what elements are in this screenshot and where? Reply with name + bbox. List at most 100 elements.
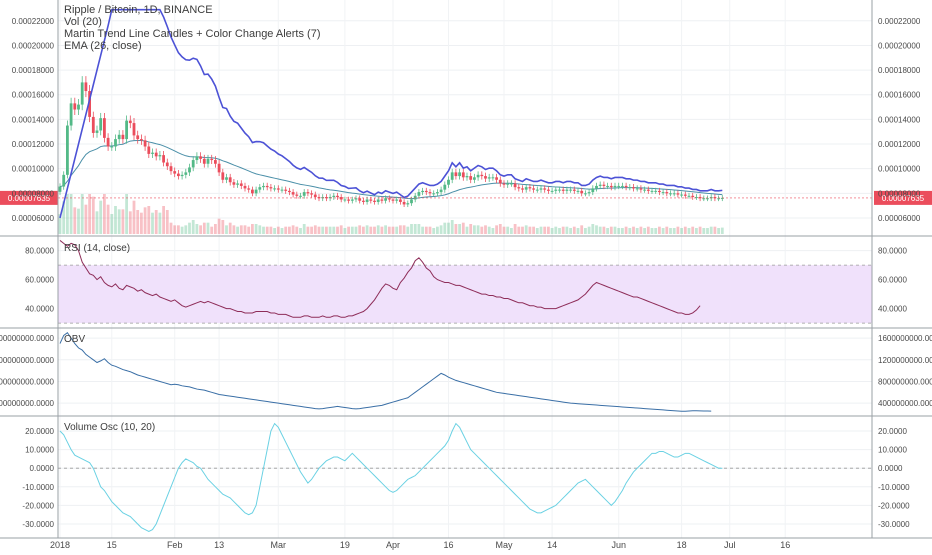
volume-bar: [291, 225, 295, 234]
volume-bar: [84, 204, 88, 234]
volume-bar: [443, 222, 447, 234]
candle: [584, 193, 587, 195]
volume-bar: [387, 226, 391, 234]
volume-bar: [561, 226, 565, 234]
volume-bar: [313, 225, 317, 234]
y-tick-right-price: 0.00014000: [878, 115, 921, 124]
y-tick-left-price: 0.00012000: [12, 140, 55, 149]
volume-bar: [62, 201, 66, 234]
candle: [661, 192, 665, 194]
volume-bar: [191, 220, 195, 234]
y-tick-right-obv: 800000000.0000: [878, 377, 932, 386]
volume-bar: [695, 228, 698, 234]
panel-label-obv: OBV: [64, 334, 85, 345]
candle: [343, 199, 347, 201]
x-tick-label: May: [495, 540, 513, 550]
candle: [228, 177, 232, 183]
volume-bar: [613, 226, 617, 234]
y-tick-right-volosc: -20.0000: [878, 501, 910, 510]
y-tick-right-obv: 1200000000.0000: [878, 356, 932, 365]
candle: [143, 140, 147, 147]
candle: [695, 197, 698, 199]
volume-bar: [591, 224, 595, 234]
candle: [558, 189, 561, 191]
volume-bar: [247, 226, 251, 234]
volume-bar: [125, 194, 128, 234]
volume-bar: [99, 200, 103, 234]
volume-bar: [547, 226, 550, 234]
indicator-label-vol: Vol (20): [64, 16, 102, 28]
volume-bar: [132, 200, 136, 234]
volume-bar: [206, 222, 210, 234]
volume-bar: [128, 211, 132, 234]
volume-bar: [236, 226, 239, 234]
volume-bar: [402, 225, 406, 234]
price-tag-left: [0, 190, 58, 205]
y-tick-right-volosc: 20.0000: [878, 427, 907, 436]
candle: [291, 192, 295, 195]
candle: [262, 185, 265, 188]
volume-bar: [239, 225, 243, 234]
volume-bar: [535, 228, 539, 234]
candle: [702, 198, 706, 200]
volume-bar: [706, 228, 709, 234]
candle: [236, 183, 239, 185]
volume-bar: [288, 226, 291, 234]
candle: [606, 185, 609, 187]
volume-bar: [506, 226, 510, 234]
candle: [561, 189, 565, 191]
candle: [646, 189, 650, 191]
candle: [58, 186, 62, 192]
volume-bar: [365, 225, 369, 234]
volume-bar: [428, 226, 432, 234]
x-tick-label: 19: [340, 540, 350, 550]
volume-bar: [58, 214, 62, 234]
candle: [165, 162, 169, 167]
candle: [136, 135, 140, 140]
candle: [454, 172, 458, 177]
volume-bar: [103, 194, 106, 234]
volume-bar: [350, 226, 354, 234]
volume-bar: [77, 208, 80, 234]
candle: [487, 177, 491, 179]
candle: [484, 176, 487, 179]
y-tick-left-volosc: 0.0000: [30, 464, 55, 473]
y-tick-right-price: 0.00012000: [878, 140, 921, 149]
candle: [225, 177, 228, 180]
volume-bar: [221, 220, 225, 234]
candle: [276, 188, 280, 190]
candle: [613, 185, 617, 188]
volume-bar: [88, 194, 91, 234]
candle: [365, 199, 369, 202]
rsi-band: [58, 265, 872, 324]
volume-bar: [354, 226, 358, 234]
candle: [299, 195, 302, 197]
volume-bar: [436, 226, 439, 234]
candle: [347, 199, 350, 201]
volume-bar: [195, 224, 199, 234]
candle: [132, 123, 136, 136]
volume-bar: [91, 196, 95, 234]
candle: [221, 172, 225, 180]
volume-bar: [609, 226, 613, 234]
x-tick-label: Feb: [167, 540, 183, 550]
candle: [251, 189, 254, 194]
volume-bar: [140, 212, 143, 234]
candle: [473, 177, 476, 180]
x-tick-label: Mar: [271, 540, 287, 550]
price-panel: 0.00007635 0.00007635: [0, 8, 932, 234]
candle: [66, 125, 69, 175]
volume-bar: [295, 226, 299, 234]
volume-bar: [410, 224, 413, 234]
volume-bar: [709, 226, 713, 234]
candle: [717, 198, 720, 200]
y-tick-left-obv: 800000000.0000: [0, 377, 55, 386]
volume-bar: [80, 194, 84, 234]
candle: [95, 130, 99, 133]
candle: [199, 156, 202, 159]
candle: [169, 166, 173, 172]
candle: [539, 188, 543, 190]
candle: [447, 179, 450, 185]
volume-bar: [595, 225, 598, 234]
